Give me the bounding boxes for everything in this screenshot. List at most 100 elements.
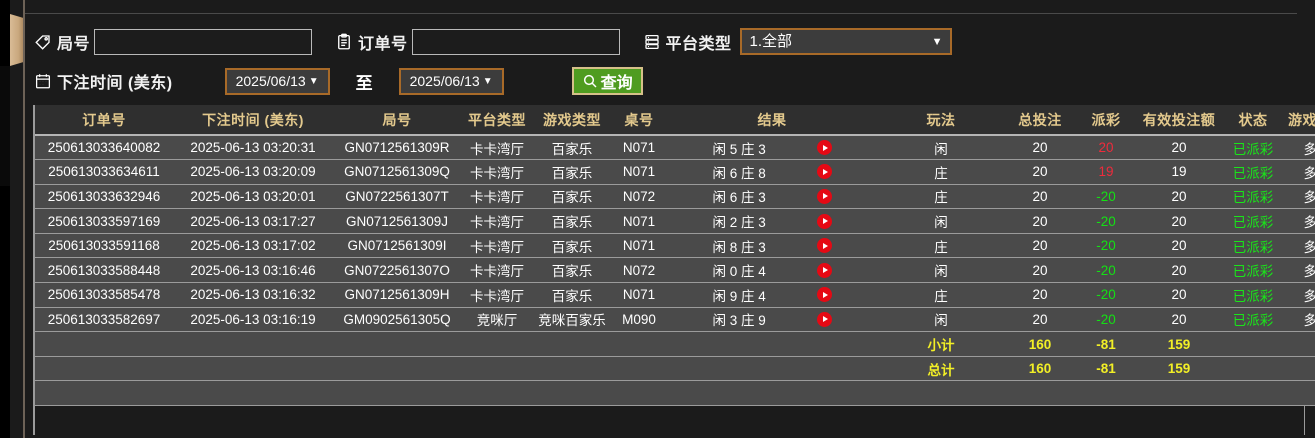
cell-game-type: 百家乐 — [533, 233, 611, 259]
column-header[interactable]: 游戏模式 — [1285, 105, 1315, 136]
cell-valid-bet: 20 — [1137, 282, 1221, 308]
filter-bar: 局号 订单号 — [25, 20, 1315, 98]
column-header[interactable]: 下注时间 (美东) — [173, 105, 333, 136]
column-header[interactable]: 订单号 — [35, 105, 173, 136]
play-icon[interactable] — [816, 140, 832, 156]
cell-table-no: N071 — [611, 135, 667, 161]
search-icon — [582, 73, 598, 89]
play-icon[interactable] — [816, 238, 832, 254]
cell-result: 闲 3 庄 9 — [667, 307, 877, 333]
cell-table-no: N071 — [611, 282, 667, 308]
play-icon[interactable] — [816, 262, 832, 278]
query-button-label: 查询 — [600, 75, 633, 92]
empty-cell — [667, 380, 877, 407]
cell-game-mode: 多台 — [1285, 159, 1315, 185]
summary-cell-empty — [333, 356, 461, 382]
cell-platform: 卡卡湾厅 — [461, 135, 533, 161]
column-header[interactable]: 结果 — [667, 105, 877, 136]
table-row[interactable]: 250613033588448 2025-06-13 03:16:46 GN0722… — [35, 257, 1315, 284]
cell-valid-bet: 20 — [1137, 184, 1221, 210]
cell-bet-time: 2025-06-13 03:20:31 — [173, 135, 333, 161]
round-no-label: 局号 — [57, 35, 91, 53]
cell-total-bet: 20 — [1005, 307, 1075, 333]
filter-row-secondary: 下注时间 (美东) 2025/06/13 ▼ 至 2025/06/13 ▼ — [33, 67, 643, 95]
cell-round-no: GN0712561309H — [333, 282, 461, 308]
column-header[interactable]: 局号 — [333, 105, 461, 136]
empty-cell — [173, 380, 333, 407]
cell-total-bet: 20 — [1005, 233, 1075, 259]
cell-table-no: N071 — [611, 159, 667, 185]
cell-valid-bet: 19 — [1137, 159, 1221, 185]
play-icon[interactable] — [816, 287, 832, 303]
play-icon[interactable] — [816, 164, 832, 180]
cell-payout: -20 — [1075, 233, 1137, 259]
play-icon[interactable] — [816, 188, 832, 204]
table-header-row: 订单号 下注时间 (美东) 局号 平台类型 游戏类型 桌号 结果 玩法 总投注 派彩 有效投注额 状态… — [35, 105, 1315, 136]
cell-result: 闲 2 庄 3 — [667, 208, 877, 234]
cell-bet-time: 2025-06-13 03:17:02 — [173, 233, 333, 259]
top-divider — [25, 13, 1297, 14]
table-row[interactable]: 250613033634611 2025-06-13 03:20:09 GN0712… — [35, 159, 1315, 185]
column-header[interactable]: 平台类型 — [461, 105, 533, 136]
empty-cell — [1137, 380, 1221, 407]
result-text: 闲 5 庄 3 — [712, 141, 766, 157]
column-header[interactable]: 游戏类型 — [533, 105, 611, 136]
bet-time-label: 下注时间 (美东) — [57, 75, 173, 92]
cell-order-no: 250613033588448 — [35, 257, 173, 284]
table-body: 250613033640082 2025-06-13 03:20:31 GN0712… — [35, 135, 1315, 407]
table-row[interactable]: 250613033591168 2025-06-13 03:17:02 GN0712… — [35, 233, 1315, 259]
query-button[interactable]: 查询 — [571, 67, 643, 95]
cell-result: 闲 8 庄 3 — [667, 233, 877, 259]
cell-bet-time: 2025-06-13 03:20:01 — [173, 184, 333, 210]
chevron-down-icon: ▼ — [308, 75, 319, 87]
cell-round-no: GM0902561305Q — [333, 307, 461, 333]
column-header[interactable]: 派彩 — [1075, 105, 1137, 136]
platform-type-select[interactable]: 1.全部 — [739, 28, 952, 55]
cell-total-bet: 20 — [1005, 208, 1075, 234]
cell-game-mode: 多台 — [1285, 208, 1315, 234]
table-row[interactable]: 250613033597169 2025-06-13 03:17:27 GN0712… — [35, 208, 1315, 234]
empty-cell — [461, 380, 533, 407]
cell-payout: -20 — [1075, 184, 1137, 210]
summary-cell-empty — [461, 356, 533, 382]
cell-bet-time: 2025-06-13 03:16:46 — [173, 257, 333, 284]
column-header[interactable]: 有效投注额 — [1137, 105, 1221, 136]
sidebar-tab-handle[interactable] — [10, 14, 24, 66]
summary-cell-empty — [333, 331, 461, 357]
cell-total-bet: 20 — [1005, 184, 1075, 210]
order-no-input[interactable] — [411, 28, 620, 55]
platform-type-select-wrap: 1.全部 ▼ — [739, 28, 952, 55]
column-header[interactable]: 桌号 — [611, 105, 667, 136]
list-icon — [642, 32, 662, 52]
cell-play: 闲 — [877, 208, 1005, 234]
cell-payout: -20 — [1075, 282, 1137, 308]
cell-table-no: N072 — [611, 257, 667, 284]
cell-total-bet: 20 — [1005, 135, 1075, 161]
table-row[interactable]: 250613033632946 2025-06-13 03:20:01 GN0722… — [35, 184, 1315, 210]
column-header[interactable]: 总投注 — [1005, 105, 1075, 136]
table-row[interactable]: 250613033582697 2025-06-13 03:16:19 GM0902… — [35, 307, 1315, 333]
table-row[interactable]: 250613033640082 2025-06-13 03:20:31 GN0712… — [35, 135, 1315, 161]
play-icon[interactable] — [816, 311, 832, 327]
cell-table-no: N071 — [611, 233, 667, 259]
cell-total-bet: 20 — [1005, 282, 1075, 308]
cell-platform: 卡卡湾厅 — [461, 159, 533, 185]
cell-bet-time: 2025-06-13 03:16:19 — [173, 307, 333, 333]
summary-cell-empty — [533, 356, 611, 382]
play-icon[interactable] — [816, 213, 832, 229]
chevron-down-icon: ▼ — [482, 75, 493, 87]
summary-cell-empty — [1285, 356, 1315, 382]
cell-status: 已派彩 — [1221, 233, 1285, 259]
date-to-picker[interactable]: 2025/06/13 ▼ — [398, 67, 504, 95]
summary-cell-empty — [611, 331, 667, 357]
cell-table-no: M090 — [611, 307, 667, 333]
table-row[interactable]: 250613033585478 2025-06-13 03:16:32 GN0712… — [35, 282, 1315, 308]
column-header[interactable]: 玩法 — [877, 105, 1005, 136]
round-no-input[interactable] — [94, 28, 313, 55]
cell-game-mode: 多台 — [1285, 307, 1315, 333]
cell-round-no: GN0712561309Q — [333, 159, 461, 185]
summary-cell-empty — [35, 331, 173, 357]
summary-row: 小计 160 -81 159 — [35, 331, 1315, 357]
column-header[interactable]: 状态 — [1221, 105, 1285, 136]
date-from-picker[interactable]: 2025/06/13 ▼ — [224, 67, 330, 95]
